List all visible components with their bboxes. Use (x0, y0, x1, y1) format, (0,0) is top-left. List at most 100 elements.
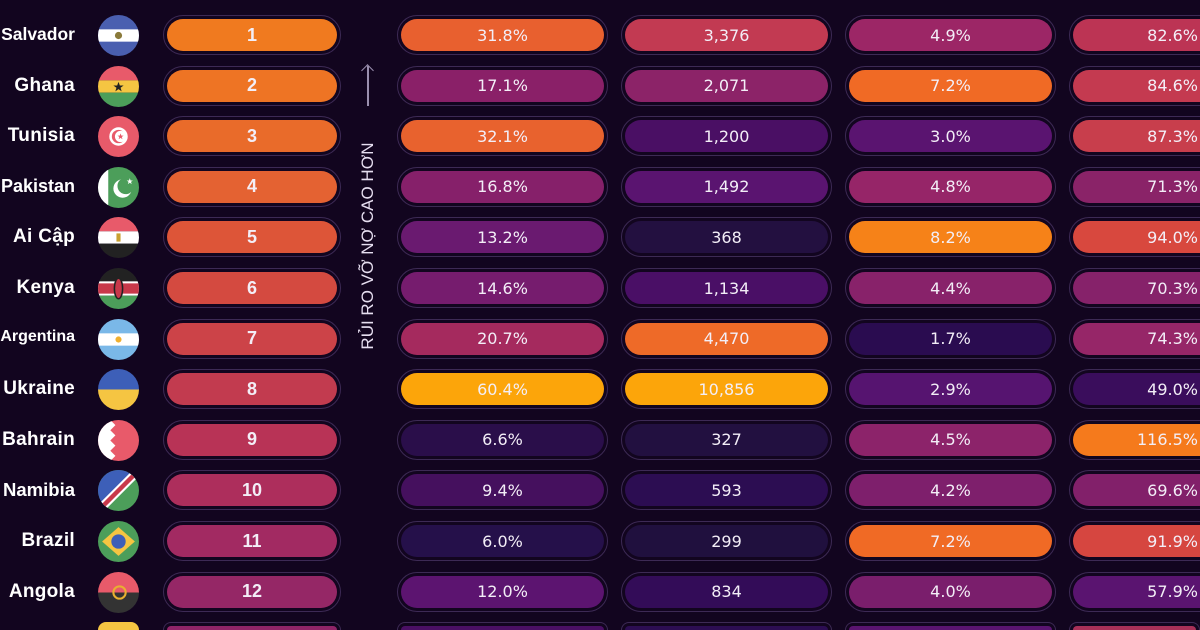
metric-value: 84.6% (1073, 69, 1200, 102)
metric-cell: 94.0% (1069, 217, 1200, 258)
ghana-flag-icon (98, 65, 139, 107)
metric-cell: 4.0% (845, 571, 1056, 612)
metric-value (1073, 626, 1196, 630)
rank-value: 8 (167, 373, 337, 406)
metric-cell: 4,470 (621, 318, 832, 359)
metric-cell: 87.3% (1069, 116, 1200, 157)
metric-cell: 116.5% (1069, 419, 1200, 460)
rank-pill: 3 (163, 116, 341, 157)
metric-cell: 1,134 (621, 268, 832, 308)
metric-cell: 14.6% (397, 268, 608, 308)
brazil-flag-icon (98, 521, 139, 562)
metric-cell: 2,071 (621, 65, 832, 106)
rank-value: 12 (167, 575, 337, 608)
metric-cell: 3,376 (621, 15, 832, 55)
metric-cell: 7.2% (845, 65, 1056, 106)
metric-value: 12.0% (401, 575, 604, 608)
rank-value: 1 (167, 19, 337, 51)
metric-cell: 74.3% (1069, 318, 1200, 359)
metric-cell: 69.6% (1069, 470, 1200, 511)
metric-value: 10,856 (625, 373, 828, 406)
metric-value: 31.8% (401, 19, 604, 51)
metric-value: 7.2% (849, 525, 1052, 557)
rank-value: 7 (167, 322, 337, 355)
bahrain-flag-icon (98, 419, 139, 461)
metric-value: 4,470 (625, 322, 828, 355)
metric-value: 4.8% (849, 170, 1052, 203)
metric-value: 4.0% (849, 575, 1052, 608)
country-name: Argentina (0, 327, 75, 345)
kenya-flag-icon (98, 268, 139, 309)
metric-cell: 82.6% (1069, 15, 1200, 55)
country-name: Pakistan (0, 175, 75, 196)
metric-cell: 10,856 (621, 369, 832, 410)
metric-value: 94.0% (1073, 221, 1200, 254)
country-name: Namibia (3, 479, 75, 501)
metric-value: 6.0% (401, 525, 604, 557)
table-row: Salvador 1 31.8% 3,376 4.9% 82.6% (0, 15, 1200, 56)
metric-value: 8.2% (849, 221, 1052, 254)
metric-cell: 1,492 (621, 166, 832, 207)
metric-value: 91.9% (1073, 525, 1200, 557)
table-row: Tunisia 3 32.1% 1,200 3.0% 87.3% (0, 116, 1200, 158)
metric-cell: 71.3% (1069, 166, 1200, 207)
metric-cell: 593 (621, 470, 832, 511)
rank-value: 6 (167, 272, 337, 304)
rank-pill: 11 (163, 521, 341, 561)
metric-cell: 6.6% (397, 419, 608, 460)
flag-icon (98, 622, 139, 630)
egypt-flag-icon (98, 217, 139, 259)
metric-value: 4.2% (849, 474, 1052, 507)
rank-pill: 8 (163, 369, 341, 410)
metric-cell (163, 622, 341, 630)
angola-flag-icon (98, 571, 139, 613)
rank-pill: 7 (163, 318, 341, 359)
country-name: Angola (8, 580, 75, 602)
metric-cell: 6.0% (397, 521, 608, 561)
metric-value: 6.6% (401, 423, 604, 456)
metric-value: 2.9% (849, 373, 1052, 406)
metric-cell (397, 622, 608, 630)
metric-cell: 9.4% (397, 470, 608, 511)
metric-cell: 13.2% (397, 217, 608, 258)
metric-value: 87.3% (1073, 120, 1200, 153)
rank-pill: 4 (163, 166, 341, 207)
metric-cell: 4.8% (845, 166, 1056, 207)
country-name: Tunisia (7, 125, 75, 147)
metric-cell: 3.0% (845, 116, 1056, 157)
metric-cell: 49.0% (1069, 369, 1200, 410)
metric-cell: 2.9% (845, 369, 1056, 410)
metric-value: 1.7% (849, 322, 1052, 355)
metric-value: 20.7% (401, 322, 604, 355)
metric-value: 82.6% (1073, 19, 1200, 51)
country-name: Ghana (14, 74, 75, 96)
metric-value: 57.9% (1073, 575, 1200, 608)
metric-cell: 60.4% (397, 369, 608, 410)
metric-value: 4.4% (849, 272, 1052, 304)
metric-value: 4.5% (849, 423, 1052, 456)
country-name: Brazil (21, 530, 75, 551)
metric-value: 116.5% (1073, 423, 1200, 456)
metric-value: 3,376 (625, 19, 828, 51)
metric-value: 1,200 (625, 120, 828, 153)
metric-cell: 1,200 (621, 116, 832, 157)
metric-value: 3.0% (849, 120, 1052, 153)
axis-indicator: RỦI RO VỠ NỢ CAO HƠN (356, 66, 380, 350)
metric-value: 327 (625, 423, 828, 456)
country-name: Ukraine (3, 378, 75, 400)
table-row: Argentina 7 20.7% 4,470 1.7% 74.3% (0, 318, 1200, 360)
metric-value (401, 626, 604, 630)
rank-value: 2 (167, 69, 337, 102)
table-row: Angola 12 12.0% 834 4.0% 57.9% (0, 571, 1200, 613)
metric-value: 299 (625, 525, 828, 557)
rank-pill: 10 (163, 470, 341, 511)
table-row: Brazil 11 6.0% 299 7.2% 91.9% (0, 521, 1200, 562)
metric-value: 70.3% (1073, 272, 1200, 304)
rank-value: 10 (167, 474, 337, 507)
rank-value: 4 (167, 170, 337, 203)
metric-value: 32.1% (401, 120, 604, 153)
metric-cell: 31.8% (397, 15, 608, 55)
metric-value: 834 (625, 575, 828, 608)
metric-cell: 84.6% (1069, 65, 1200, 106)
rank-pill: 2 (163, 65, 341, 106)
